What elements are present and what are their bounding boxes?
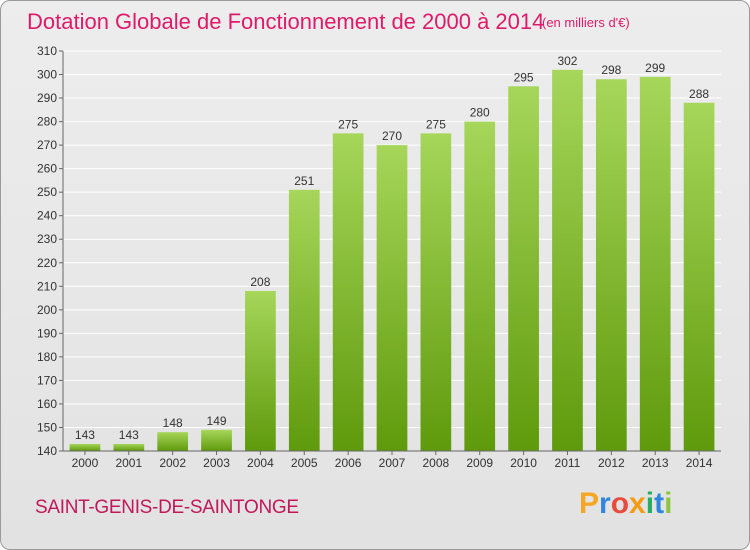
x-tick-label-2014: 2014 (686, 456, 713, 470)
bar-2009 (464, 121, 496, 452)
value-label-2004: 208 (250, 275, 270, 289)
value-label-2010: 295 (514, 70, 534, 84)
y-tick-label: 210 (37, 279, 57, 293)
value-label-2013: 299 (645, 61, 665, 75)
value-label-2001: 143 (119, 428, 139, 442)
x-tick-label-2004: 2004 (247, 456, 274, 470)
y-tick-label: 160 (37, 397, 57, 411)
y-tick-label: 230 (37, 232, 57, 246)
y-tick-label: 220 (37, 256, 57, 270)
chart-unit: (en milliers d'€) (542, 15, 630, 30)
bar-2008 (420, 133, 452, 451)
y-tick-label: 170 (37, 373, 57, 387)
x-tick-label-2008: 2008 (423, 456, 450, 470)
value-label-2000: 143 (75, 428, 95, 442)
bar-2014 (683, 102, 715, 451)
bar-2002 (157, 432, 189, 451)
y-tick-label: 290 (37, 91, 57, 105)
value-label-2005: 251 (294, 174, 314, 188)
x-tick-label-2011: 2011 (555, 456, 581, 470)
x-tick-label-2006: 2006 (335, 456, 362, 470)
value-label-2003: 149 (207, 414, 227, 428)
y-tick-label: 180 (37, 350, 57, 364)
value-label-2008: 275 (426, 117, 446, 131)
x-tick-label-2005: 2005 (291, 456, 318, 470)
bar-2004 (245, 291, 276, 451)
logo-letter: r (599, 487, 611, 520)
x-tick-label-2003: 2003 (203, 456, 230, 470)
bar-2010 (508, 86, 539, 451)
value-label-2011: 302 (557, 54, 577, 68)
y-tick-label: 300 (37, 68, 57, 82)
y-tick-label: 200 (37, 303, 57, 317)
bar-2005 (288, 189, 320, 451)
y-tick-label: 260 (37, 162, 57, 176)
x-tick-label-2010: 2010 (510, 456, 537, 470)
x-tick-label-2001: 2001 (115, 456, 142, 470)
bar-2001 (113, 443, 145, 451)
bar-2003 (201, 429, 232, 451)
logo-letter: i (645, 487, 655, 520)
proxiti-logo: Proxiti (579, 487, 672, 521)
logo-letter: P (579, 487, 600, 520)
y-tick-label: 270 (37, 138, 57, 152)
logo-letter: x (629, 487, 646, 520)
value-label-2009: 280 (470, 106, 490, 120)
value-label-2014: 288 (689, 87, 709, 101)
bars: 143 143 148 149 208 251 275 270 275 280 295 302 298 2… (69, 54, 715, 452)
logo-letter: t (654, 487, 665, 520)
bar-2006 (332, 133, 364, 451)
y-tick-label: 140 (37, 444, 57, 458)
bar-2000 (69, 443, 101, 451)
y-tick-label: 190 (37, 326, 57, 340)
x-tick-label-2012: 2012 (598, 456, 625, 470)
x-tick-label-2007: 2007 (379, 456, 406, 470)
bar-2007 (376, 145, 408, 451)
y-tick-label: 310 (37, 44, 57, 58)
bar-2012 (595, 79, 627, 451)
y-tick-label: 240 (37, 209, 57, 223)
chart-title: Dotation Globale de Fonctionnement de 20… (27, 9, 545, 34)
bar-2011 (552, 69, 583, 451)
value-label-2007: 270 (382, 129, 402, 143)
value-label-2002: 148 (163, 416, 183, 430)
y-tick-label: 250 (37, 185, 57, 199)
y-tick-label: 280 (37, 115, 57, 129)
value-label-2006: 275 (338, 117, 358, 131)
x-tick-label-2013: 2013 (642, 456, 669, 470)
value-label-2012: 298 (601, 63, 621, 77)
logo-letter: o (610, 487, 630, 520)
y-tick-label: 150 (37, 420, 57, 434)
x-tick-label-2002: 2002 (159, 456, 186, 470)
bar-2013 (639, 76, 671, 451)
x-tick-label-2000: 2000 (72, 456, 99, 470)
logo-letter: i (664, 487, 673, 520)
x-tick-label-2009: 2009 (466, 456, 493, 470)
axes: 140 150 160 170 180 190 200 210 220 230 240 250 260 2… (37, 44, 721, 470)
commune-name: SAINT-GENIS-DE-SAINTONGE (35, 497, 299, 518)
